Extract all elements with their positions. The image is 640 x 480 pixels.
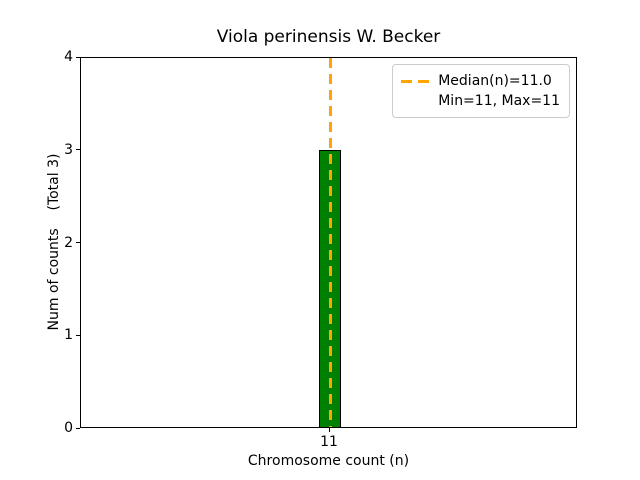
plot-area: Median(n)=11.0 Min=11, Max=11 — [80, 57, 577, 428]
y-tick-mark — [76, 242, 80, 243]
legend: Median(n)=11.0 Min=11, Max=11 — [392, 64, 570, 118]
y-axis-label: Num of counts (Total 3) — [46, 153, 62, 331]
chart-title: Viola perinensis W. Becker — [216, 27, 441, 47]
y-tick-mark — [76, 149, 80, 151]
dash-icon — [418, 79, 430, 83]
median-dashed-line-swatch — [401, 79, 430, 83]
legend-row-minmax: Min=11, Max=11 — [401, 91, 560, 111]
y-tick-label: 1 — [64, 327, 73, 344]
y-tick-mark — [76, 334, 80, 336]
x-tick-label: 11 — [320, 434, 338, 450]
legend-minmax-label: Min=11, Max=11 — [438, 93, 560, 109]
x-tick-mark — [328, 428, 330, 432]
median-line — [328, 58, 332, 427]
dash-icon — [401, 79, 413, 83]
y-tick-label: 4 — [64, 49, 73, 65]
y-tick-mark — [76, 427, 80, 429]
y-tick-mark — [76, 56, 80, 58]
y-tick-label: 0 — [64, 420, 73, 436]
legend-median-label: Median(n)=11.0 — [438, 73, 552, 89]
y-tick-label: 2 — [64, 234, 73, 251]
x-axis-label: Chromosome count (n) — [247, 453, 410, 469]
y-tick-label: 3 — [64, 141, 73, 158]
legend-row-median: Median(n)=11.0 — [401, 71, 560, 91]
